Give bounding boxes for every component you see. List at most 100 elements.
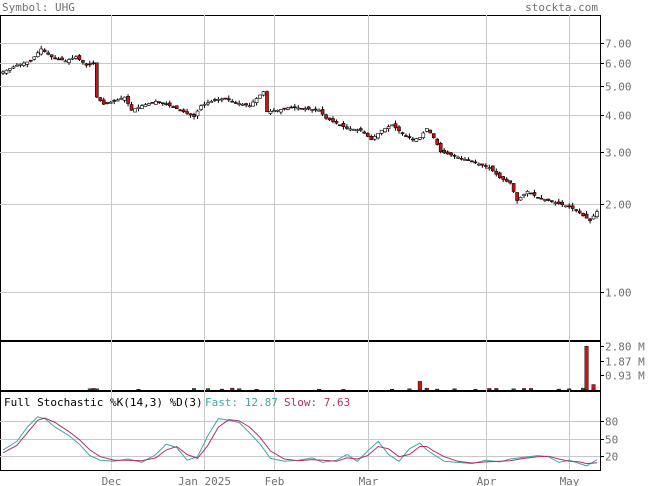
- site-label[interactable]: stockta.com: [525, 1, 598, 14]
- price-candle-body: [91, 62, 96, 65]
- price-candle-body: [140, 105, 144, 109]
- stochastic-title: Full Stochastic %K(14,3) %D(3): [4, 396, 203, 409]
- price-panel-frame: [0, 15, 601, 341]
- price-candle-body: [108, 101, 113, 104]
- slow-line: [2, 417, 598, 465]
- price-candle-body: [310, 109, 314, 111]
- volume-tick-label: 2.80 M: [605, 341, 645, 354]
- x-tick-label: May: [560, 475, 580, 486]
- volume-bar: [567, 388, 572, 391]
- price-candle-body: [60, 57, 64, 61]
- volume-bar: [390, 389, 395, 391]
- price-candle-body: [289, 106, 294, 109]
- volume-bar: [205, 388, 210, 391]
- stochastic-tick-label: 80: [605, 416, 618, 429]
- price-candle-body: [466, 159, 471, 161]
- price-candle-body: [216, 99, 221, 101]
- price-candle-body: [164, 103, 169, 105]
- volume-bar: [511, 388, 516, 391]
- price-candle-body: [251, 101, 255, 107]
- price-candle-body: [414, 138, 419, 142]
- volume-bar: [219, 388, 224, 391]
- price-candle-body: [282, 107, 287, 110]
- volume-bar: [584, 345, 589, 391]
- price-tick-label: 2.00: [605, 199, 632, 212]
- price-candle-body: [362, 131, 367, 134]
- price-candle-body: [8, 68, 12, 71]
- price-candle-body: [539, 197, 544, 200]
- price-candle-body: [372, 136, 377, 140]
- price-candle-body: [98, 97, 103, 101]
- volume-bar: [254, 389, 259, 391]
- price-candle-body: [286, 107, 290, 110]
- price-candle-body: [199, 105, 203, 110]
- price-candle-body: [379, 129, 384, 134]
- price-candle-body: [595, 211, 599, 217]
- price-candle-body: [484, 165, 488, 167]
- price-candle-body: [1, 71, 5, 74]
- price-candle-body: [435, 138, 440, 145]
- fast-label: Fast: 12.87: [205, 396, 278, 409]
- price-candle-body: [4, 69, 9, 74]
- price-candle-body: [418, 137, 422, 140]
- price-candle-body: [209, 101, 214, 103]
- price-candle-body: [386, 126, 391, 129]
- price-candle-body: [39, 48, 44, 55]
- price-candle-body: [393, 123, 398, 129]
- volume-panel-frame: [0, 341, 601, 391]
- price-candle-body: [438, 143, 443, 153]
- price-candle-body: [122, 96, 127, 101]
- price-candle-body: [348, 128, 353, 131]
- price-candle-body: [518, 197, 523, 201]
- price-candle-body: [188, 113, 193, 116]
- price-candle-body: [18, 63, 23, 66]
- price-candle-body: [56, 58, 61, 61]
- price-candle-body: [536, 197, 540, 199]
- price-candle-body: [101, 99, 106, 105]
- volume-tick-label: 0.93 M: [605, 370, 645, 383]
- price-candle-body: [192, 114, 196, 117]
- price-candle-body: [501, 176, 506, 180]
- price-candle-body: [279, 109, 283, 113]
- volume-bar: [556, 388, 561, 391]
- price-candle-body: [581, 213, 585, 217]
- price-candle-body: [265, 91, 269, 113]
- price-candle-body: [324, 114, 328, 119]
- price-candle-body: [473, 161, 478, 164]
- price-candle-body: [546, 198, 551, 201]
- price-candle-body: [456, 156, 460, 159]
- volume-bar: [87, 388, 92, 391]
- price-candle-body: [584, 213, 589, 219]
- price-candle-body: [167, 102, 172, 107]
- price-candle-body: [421, 132, 426, 138]
- price-candle-body: [508, 180, 512, 184]
- price-candle-body: [154, 101, 158, 105]
- price-candle-body: [306, 106, 311, 110]
- price-candle-body: [32, 56, 37, 60]
- volume-bar: [136, 389, 141, 391]
- x-tick-label: Feb: [265, 475, 285, 486]
- volume-bar: [317, 389, 322, 391]
- price-candle-body: [254, 98, 259, 103]
- price-tick-label: 6.00: [605, 58, 632, 71]
- price-tick-label: 5.00: [605, 81, 632, 94]
- price-candle-body: [556, 201, 561, 204]
- price-candle-body: [338, 124, 342, 127]
- price-candle-body: [550, 200, 554, 202]
- price-candle-body: [174, 105, 179, 110]
- volume-bar: [192, 388, 197, 391]
- price-candle-body: [577, 210, 582, 214]
- price-candle-body: [497, 172, 502, 178]
- price-tick-label: 1.00: [605, 287, 632, 300]
- price-candle-body: [220, 98, 224, 101]
- price-candle-body: [383, 128, 387, 133]
- x-tick-label: Jan 2025: [178, 475, 231, 486]
- price-candle-body: [532, 192, 537, 196]
- price-candle-body: [46, 52, 50, 55]
- price-candle-body: [463, 159, 467, 161]
- price-candle-body: [431, 133, 436, 138]
- price-candle-body: [261, 91, 266, 96]
- price-candle-body: [25, 61, 30, 65]
- volume-bar: [581, 387, 586, 391]
- price-candle-body: [119, 98, 123, 100]
